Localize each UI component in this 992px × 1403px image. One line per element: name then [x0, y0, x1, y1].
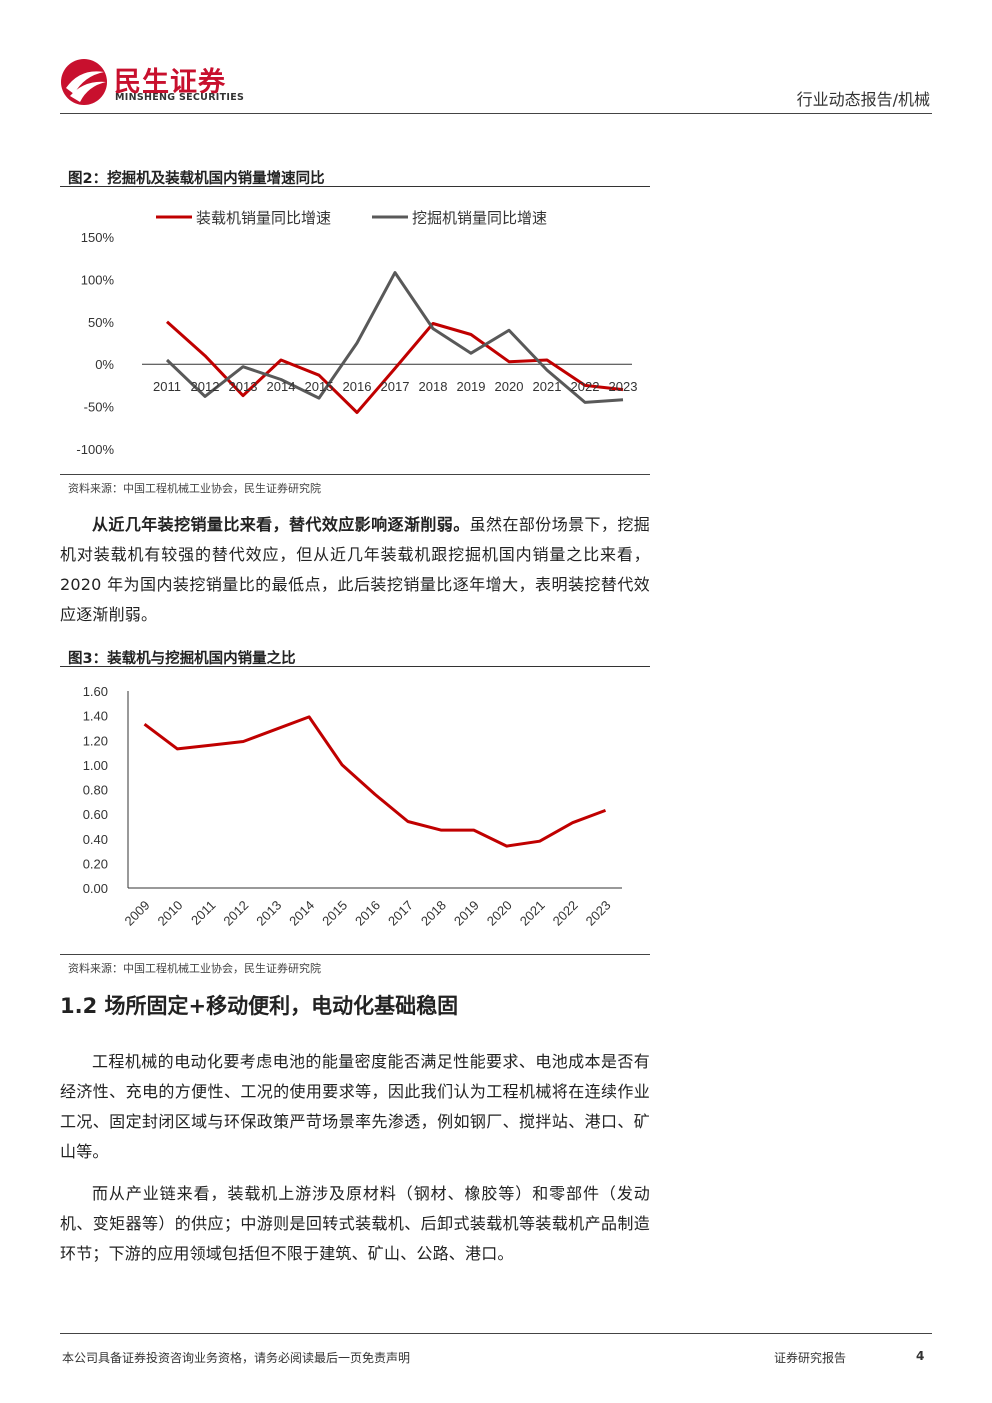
x-tick-label: 2013: [253, 898, 284, 929]
y-tick-label: 0.40: [83, 832, 108, 847]
x-tick-label: 2015: [305, 379, 334, 394]
section-heading: 1.2 场所固定+移动便利，电动化基础稳固: [60, 994, 459, 1018]
y-tick-label: 0%: [95, 357, 114, 372]
paragraph-1-text: 虽然在部份场景下，挖掘机对装载机有较强的替代效应，但从近几年装载机跟挖掘机国内销…: [60, 515, 651, 624]
minsheng-logo-icon: [61, 59, 107, 105]
figure3-bottom-rule: [60, 954, 650, 955]
legend-label-excavator: 挖掘机销量同比增速: [412, 210, 547, 227]
figure2-title: 图2：挖掘机及装载机国内销量增速同比: [68, 171, 325, 187]
figure3-title: 图3：装载机与挖掘机国内销量之比: [68, 651, 296, 667]
figure3-title-rule: [60, 666, 650, 667]
x-tick-label: 2014: [267, 379, 296, 394]
x-tick-label: 2017: [385, 898, 416, 929]
figure2-title-rule: [60, 186, 650, 187]
x-tick-label: 2023: [583, 898, 614, 929]
x-tick-label: 2022: [550, 898, 581, 929]
series-line-loader: [166, 320, 624, 414]
y-tick-label: 0.00: [83, 881, 108, 896]
x-tick-label: 2019: [451, 898, 482, 929]
footer-report-type: 证券研究报告: [774, 1351, 847, 1365]
x-tick-label: 2016: [343, 379, 372, 394]
y-tick-label: -50%: [84, 400, 115, 415]
y-tick-label: 100%: [81, 272, 115, 287]
x-tick-label: 2023: [609, 379, 638, 394]
ratio-line: [143, 715, 607, 848]
footer-disclaimer: 本公司具备证券投资咨询业务资格，请务必阅读最后一页免责声明: [62, 1351, 411, 1365]
x-tick-label: 2015: [319, 898, 350, 929]
logo-text-en: MINSHENG SECURITIES: [115, 92, 245, 103]
y-tick-label: 1.60: [83, 684, 108, 699]
y-tick-label: 150%: [81, 230, 115, 245]
y-tick-label: 1.40: [83, 709, 108, 724]
report-category: 行业动态报告/机械: [796, 90, 930, 109]
x-tick-label: 2022: [571, 379, 600, 394]
figure2-bottom-rule: [60, 474, 650, 475]
paragraph-3: 而从产业链来看，装载机上游涉及原材料（钢材、橡胶等）和零部件（发动机、变矩器等）…: [60, 1184, 650, 1263]
paragraph-1-bold: 从近几年装挖销量比来看，替代效应影响逐渐削弱。: [92, 515, 470, 534]
page-number: 4: [916, 1349, 925, 1363]
x-tick-label: 2021: [517, 898, 548, 929]
y-tick-label: 0.60: [83, 807, 108, 822]
y-tick-label: 1.00: [83, 758, 108, 773]
x-tick-label: 2012: [191, 379, 220, 394]
x-tick-label: 2017: [381, 379, 410, 394]
logo-text-cn: 民生证券: [114, 67, 226, 98]
figure3-source: 资料来源：中国工程机械工业协会，民生证券研究院: [68, 962, 321, 975]
footer-rule: [60, 1333, 932, 1334]
x-tick-label: 2020: [495, 379, 524, 394]
y-tick-label: 1.20: [83, 733, 108, 748]
x-tick-label: 2009: [122, 898, 153, 929]
x-tick-label: 2021: [533, 379, 562, 394]
paragraph-1: 从近几年装挖销量比来看，替代效应影响逐渐削弱。虽然在部份场景下，挖掘机对装载机有…: [60, 510, 650, 630]
x-tick-label: 2016: [352, 898, 383, 929]
x-tick-label: 2013: [229, 379, 258, 394]
x-tick-label: 2020: [484, 898, 515, 929]
y-tick-label: 0.80: [83, 783, 108, 798]
x-tick-label: 2012: [220, 898, 251, 929]
x-tick-label: 2019: [457, 379, 486, 394]
y-tick-label: 0.20: [83, 856, 108, 871]
figure3-line-chart: 1.60 1.40 1.20 1.00 0.80 0.60 0.40 0.20 0.00 200…: [83, 684, 622, 929]
y-tick-label: 50%: [88, 315, 114, 330]
x-tick-label: 2011: [153, 379, 181, 394]
x-tick-label: 2014: [286, 898, 317, 929]
header-rule: [60, 113, 932, 114]
y-tick-label: -100%: [76, 442, 114, 457]
x-tick-label: 2018: [419, 379, 448, 394]
paragraph-2: 工程机械的电动化要考虑电池的能量密度能否满足性能要求、电池成本是否有经济性、充电…: [60, 1052, 650, 1161]
legend-label-loader: 装载机销量同比增速: [196, 210, 331, 227]
figure2-line-chart: 装载机销量同比增速 挖掘机销量同比增速 150% 100% 50% 0% -50% -100…: [76, 210, 638, 457]
figure2-source: 资料来源：中国工程机械工业协会，民生证券研究院: [68, 482, 321, 495]
x-tick-label: 2011: [188, 898, 218, 928]
x-tick-label: 2010: [154, 898, 185, 929]
series-line-excavator: [165, 271, 624, 404]
x-tick-label: 2018: [418, 898, 449, 929]
